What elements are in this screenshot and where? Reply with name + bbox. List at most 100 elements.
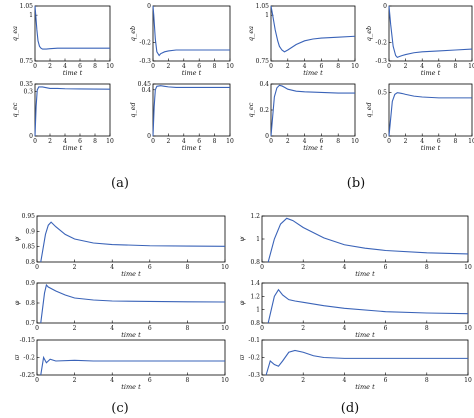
x-tick-label: 2 — [73, 377, 77, 384]
y-axis-label: q_ed — [129, 102, 137, 117]
x-tick-label: 4 — [303, 63, 307, 70]
x-tick-label: 4 — [63, 63, 67, 70]
y-tick-label: -0.1 — [248, 337, 260, 344]
series-line — [265, 349, 468, 376]
y-tick-label: 0 — [147, 3, 151, 10]
x-tick-label: 6 — [384, 264, 388, 271]
x-tick-label: 2 — [48, 63, 52, 70]
y-axis-label: ϖ — [238, 354, 246, 360]
y-tick-label: -0.25 — [20, 372, 36, 379]
x-tick-label: 8 — [93, 138, 97, 145]
x-tick-label: 6 — [319, 63, 323, 70]
series-line — [152, 85, 230, 137]
y-tick-label: -0.15 — [20, 337, 36, 344]
plot-frame — [152, 83, 231, 137]
x-tick-label: 4 — [110, 377, 114, 384]
x-tick-label: 6 — [437, 63, 441, 70]
x-tick-label: 2 — [166, 138, 170, 145]
y-tick-label: 0.95 — [22, 213, 36, 220]
y-tick-label: 0.7 — [25, 320, 35, 327]
y-tick-label: -0.2 — [139, 40, 151, 47]
x-tick-label: 10 — [351, 63, 359, 70]
x-tick-label: 6 — [148, 264, 152, 271]
x-tick-label: 6 — [437, 138, 441, 145]
y-tick-label: 1.4 — [250, 280, 260, 287]
x-tick-label: 8 — [453, 63, 457, 70]
plot-frame — [270, 5, 356, 62]
x-tick-label: 6 — [197, 63, 201, 70]
x-axis-label: time t — [421, 69, 441, 77]
x-tick-label: 2 — [404, 138, 408, 145]
chart-a4: 0 2 4 6 8 10 0 0.40.45 time t q_ed — [129, 81, 234, 152]
x-tick-label: 10 — [221, 264, 229, 271]
x-tick-label: 8 — [336, 63, 340, 70]
x-axis-label: time t — [121, 331, 141, 339]
y-axis-label: φ — [238, 300, 246, 305]
y-tick-label: 1 — [265, 12, 269, 19]
series-line — [270, 84, 355, 137]
x-tick-label: 2 — [73, 325, 77, 332]
x-tick-label: 6 — [384, 377, 388, 384]
y-tick-label: -0.3 — [248, 372, 260, 379]
x-tick-label: 0 — [151, 138, 155, 145]
x-tick-label: 2 — [166, 63, 170, 70]
x-tick-label: 6 — [78, 138, 82, 145]
x-tick-label: 4 — [182, 138, 186, 145]
y-tick-label: 0.4 — [259, 81, 269, 88]
x-tick-label: 4 — [342, 377, 346, 384]
plot-frame — [152, 5, 231, 62]
x-tick-label: 10 — [106, 138, 114, 145]
x-tick-label: 4 — [182, 63, 186, 70]
y-tick-label: 0.8 — [250, 320, 260, 327]
x-tick-label: 2 — [73, 264, 77, 271]
series-line — [152, 5, 230, 57]
y-axis-label: q_ea — [11, 26, 19, 41]
x-tick-label: 4 — [303, 138, 307, 145]
x-axis-label: time t — [303, 144, 323, 152]
x-tick-label: 0 — [387, 63, 391, 70]
chart-a2: 0 2 4 6 8 10 0 -0.2 -0.3 time t q_eb — [129, 3, 234, 77]
x-tick-label: 8 — [213, 63, 217, 70]
plot-frame — [36, 282, 226, 324]
plot-frame — [261, 215, 469, 263]
x-tick-label: 8 — [185, 377, 189, 384]
x-tick-label: 2 — [301, 325, 305, 332]
x-axis-label: time t — [303, 69, 323, 77]
x-tick-label: 0 — [35, 264, 39, 271]
x-tick-label: 0 — [269, 138, 273, 145]
x-tick-label: 10 — [464, 264, 472, 271]
x-tick-label: 8 — [425, 325, 429, 332]
x-tick-label: 4 — [342, 325, 346, 332]
y-tick-label: 0.9 — [25, 228, 35, 235]
series-line — [40, 355, 225, 376]
plot-frame — [261, 339, 469, 376]
series-line — [34, 86, 111, 137]
caption-a: (a) — [111, 176, 129, 191]
series-line — [267, 288, 469, 324]
x-tick-label: 0 — [33, 138, 37, 145]
series-line — [40, 221, 226, 263]
chart-b1: 0 2 4 6 8 10 0.75 1 1.05 time t q_ea — [247, 3, 359, 77]
x-tick-label: 4 — [110, 264, 114, 271]
y-tick-label: 0.8 — [25, 259, 35, 266]
caption-b: (b) — [347, 176, 365, 191]
x-tick-label: 6 — [78, 63, 82, 70]
x-tick-label: 10 — [468, 138, 474, 145]
x-tick-label: 6 — [384, 325, 388, 332]
x-tick-label: 4 — [110, 325, 114, 332]
plot-frame — [36, 339, 226, 376]
x-tick-label: 8 — [425, 264, 429, 271]
y-tick-label: 0.35 — [20, 81, 34, 88]
plot-frame — [34, 5, 111, 62]
y-axis-label: q_ea — [247, 26, 255, 41]
x-tick-label: 10 — [106, 63, 114, 70]
y-tick-label: 1.2 — [250, 293, 260, 300]
chart-c2: 0 2 4 6 8 10 0.7 0.8 0.9 time t φ — [13, 280, 229, 339]
x-axis-label: time t — [355, 331, 375, 339]
x-tick-label: 8 — [185, 325, 189, 332]
series-line — [388, 92, 472, 137]
chart-c1: 0 2 4 6 8 10 0.8 0.85 0.9 0.95 time t ψ — [13, 213, 229, 278]
y-tick-label: 0.8 — [250, 259, 260, 266]
x-tick-label: 0 — [260, 264, 264, 271]
x-tick-label: 10 — [226, 63, 234, 70]
